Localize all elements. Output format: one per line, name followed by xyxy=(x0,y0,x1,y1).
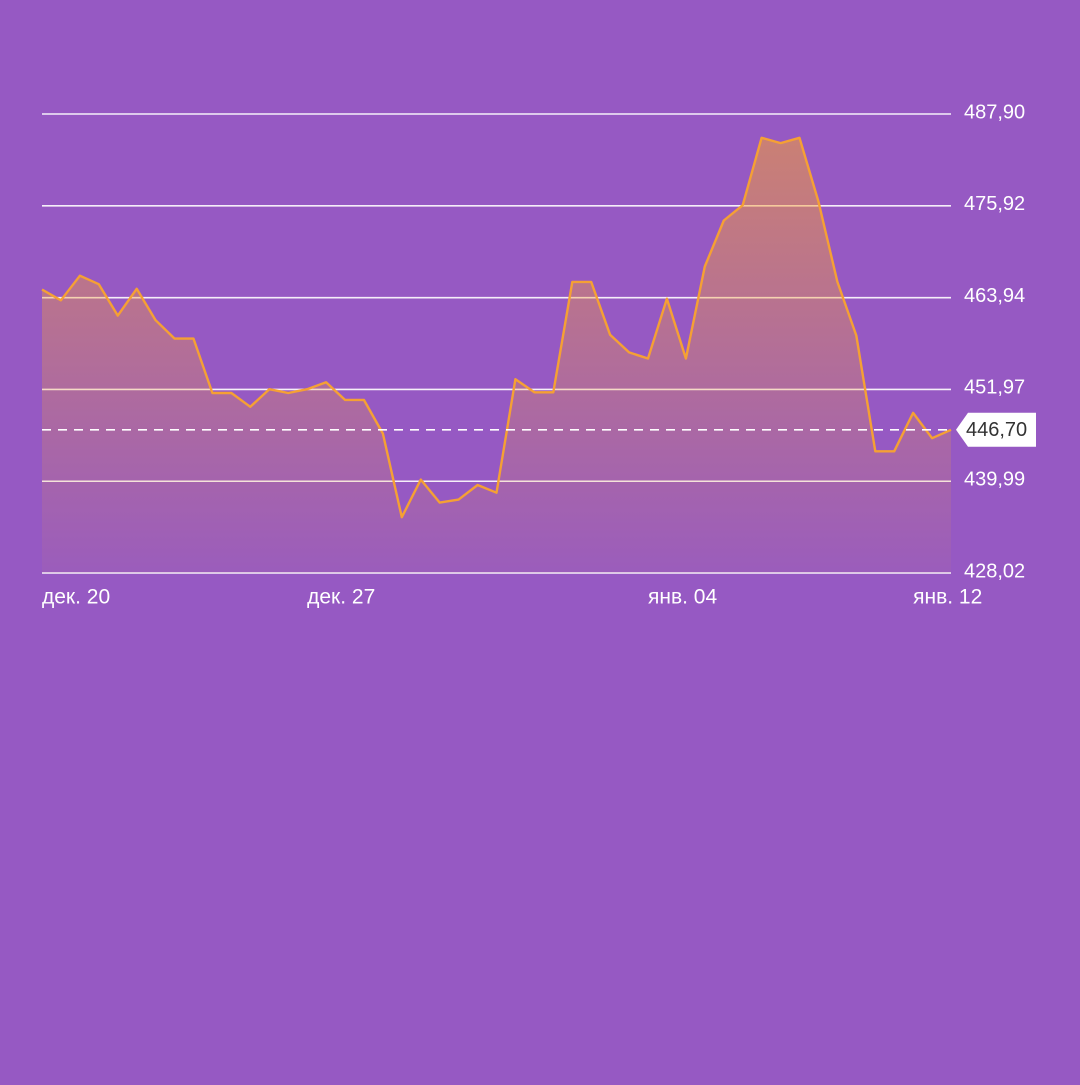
y-tick-label: 463,94 xyxy=(964,285,1025,307)
y-tick-label: 439,99 xyxy=(964,469,1025,491)
current-value-label: 446,70 xyxy=(966,419,1027,441)
x-tick-label: дек. 20 xyxy=(42,586,110,609)
y-tick-label: 428,02 xyxy=(964,560,1025,582)
current-value-badge: 446,70 xyxy=(956,413,1036,447)
area-fill xyxy=(42,138,951,573)
x-tick-label: янв. 12 xyxy=(913,586,982,609)
x-axis-labels: дек. 20 дек. 27 янв. 04 янв. 12 xyxy=(42,586,982,609)
y-tick-label: 475,92 xyxy=(964,193,1025,215)
x-tick-label: янв. 04 xyxy=(648,586,717,609)
y-tick-label: 487,90 xyxy=(964,101,1025,123)
x-tick-label: дек. 27 xyxy=(307,586,375,609)
y-tick-label: 451,97 xyxy=(964,377,1025,399)
y-axis-labels: 428,02 439,99 451,97 463,94 475,92 487,90 xyxy=(964,101,1025,582)
series-area xyxy=(42,138,951,573)
